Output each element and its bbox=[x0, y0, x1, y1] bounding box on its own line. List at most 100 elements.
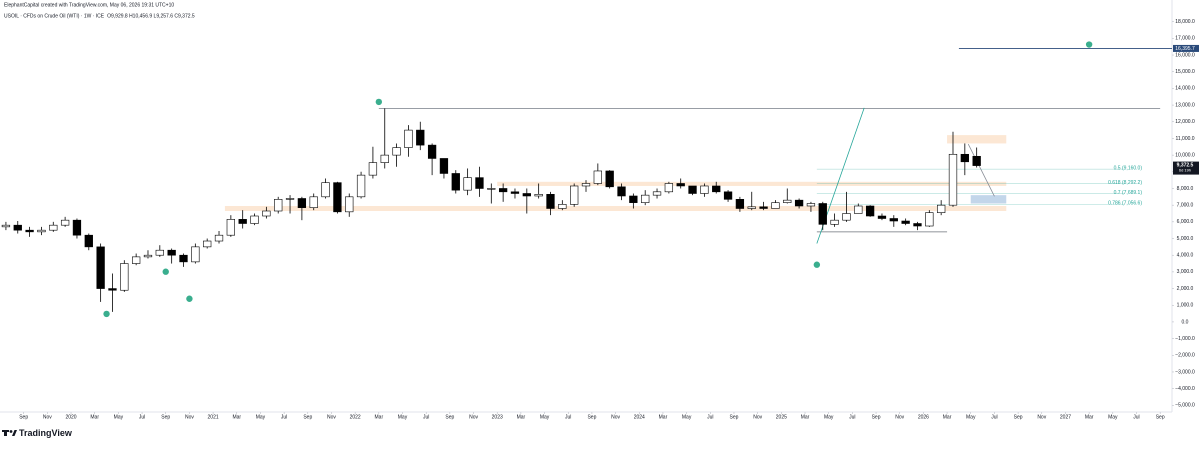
x-tick-label: Sep bbox=[1156, 414, 1165, 420]
y-tick-label: 12,000.0 bbox=[1175, 119, 1195, 125]
x-tick-label: May bbox=[1108, 414, 1118, 420]
x-tick-label: Jul bbox=[849, 414, 855, 420]
y-tick-label: 3,000.0 bbox=[1177, 269, 1194, 275]
y-tick-label: −1,000.0 bbox=[1175, 336, 1195, 342]
candle-body bbox=[37, 229, 46, 233]
candle-body bbox=[937, 204, 946, 213]
y-tick-label: 16,000.0 bbox=[1175, 52, 1195, 58]
y-tick-label: 7,000.0 bbox=[1177, 202, 1194, 208]
candle-body bbox=[25, 229, 34, 233]
candle-body bbox=[167, 249, 176, 256]
candle-body bbox=[226, 219, 236, 236]
marker-dot bbox=[162, 268, 169, 275]
candle-body bbox=[664, 183, 674, 193]
candle-body bbox=[345, 196, 354, 213]
y-tick-label: 4,000.0 bbox=[1177, 253, 1194, 259]
countdown: 6d 19h bbox=[1179, 168, 1191, 173]
x-tick-label: Mar bbox=[943, 414, 952, 420]
candle-body bbox=[676, 183, 685, 187]
fib-label: 0.786 (7,056.6) bbox=[1108, 201, 1142, 207]
y-tick-label: 14,000.0 bbox=[1175, 86, 1195, 92]
x-tick-label: Jul bbox=[281, 414, 287, 420]
level-label: 16,395.7 bbox=[1175, 46, 1195, 52]
candle-body bbox=[143, 254, 153, 258]
candle-body bbox=[735, 199, 745, 209]
x-tick-label: May bbox=[398, 414, 408, 420]
candle-body bbox=[712, 185, 721, 193]
candle-body bbox=[475, 177, 484, 189]
x-tick-label: May bbox=[114, 414, 124, 420]
candle-body bbox=[830, 219, 839, 225]
x-tick-label: Nov bbox=[43, 414, 52, 420]
y-tick-label: 18,000.0 bbox=[1175, 19, 1195, 25]
candle-body bbox=[356, 174, 366, 198]
x-tick-label: Mar bbox=[375, 414, 384, 420]
candle-body bbox=[510, 191, 520, 194]
candle-body bbox=[487, 188, 496, 190]
y-tick-label: 10,000.0 bbox=[1175, 152, 1195, 158]
candle-body bbox=[901, 220, 910, 224]
x-tick-label: Sep bbox=[161, 414, 170, 420]
candle-body bbox=[285, 198, 295, 200]
x-tick-label: Jul bbox=[707, 414, 713, 420]
candle-body bbox=[747, 206, 756, 209]
y-tick-label: 2,000.0 bbox=[1177, 286, 1194, 292]
x-tick-label: Jul bbox=[139, 414, 145, 420]
candle-body bbox=[155, 249, 164, 256]
x-tick-label: Nov bbox=[327, 414, 336, 420]
x-tick-label: Mar bbox=[517, 414, 526, 420]
x-tick-label: Jul bbox=[423, 414, 429, 420]
candle-body bbox=[191, 246, 200, 263]
zone bbox=[947, 135, 1007, 144]
x-tick-label: May bbox=[540, 414, 550, 420]
x-tick-label: Jul bbox=[565, 414, 571, 420]
candle-body bbox=[297, 198, 307, 208]
y-tick-label: 13,000.0 bbox=[1175, 102, 1195, 108]
fib-label: 0.5 (9,160.0) bbox=[1114, 165, 1143, 171]
x-tick-label: 2021 bbox=[208, 414, 219, 420]
candle-body bbox=[842, 213, 851, 221]
candle-body bbox=[913, 223, 922, 227]
y-tick-label: 5,000.0 bbox=[1177, 236, 1194, 242]
x-tick-label: 2025 bbox=[776, 414, 787, 420]
candle-body bbox=[131, 256, 141, 264]
x-tick-label: 2027 bbox=[1060, 414, 1071, 420]
fib-label: 0.618 (8,292.2) bbox=[1108, 180, 1142, 186]
marker-dot bbox=[186, 295, 193, 302]
candle-body bbox=[960, 153, 969, 163]
x-tick-label: May bbox=[966, 414, 976, 420]
x-tick-label: Nov bbox=[185, 414, 194, 420]
candle-body bbox=[392, 147, 401, 156]
last-price-box bbox=[1173, 161, 1199, 175]
x-tick-label: Jul bbox=[1133, 414, 1139, 420]
candle-body bbox=[771, 202, 780, 209]
candle-body bbox=[605, 170, 614, 188]
y-tick-label: 11,000.0 bbox=[1175, 136, 1194, 142]
candle-body bbox=[380, 154, 389, 163]
candle-body bbox=[877, 215, 887, 219]
candle-body bbox=[629, 195, 638, 203]
candle-body bbox=[416, 129, 425, 146]
candle-body bbox=[214, 234, 224, 242]
level-label-box bbox=[1173, 44, 1199, 52]
marker-dot bbox=[813, 261, 821, 268]
candle-body bbox=[60, 219, 70, 226]
candle-body bbox=[925, 212, 934, 227]
zone bbox=[497, 181, 1007, 186]
candle-body bbox=[451, 173, 460, 191]
candle-body bbox=[806, 203, 816, 207]
candle-body bbox=[179, 254, 188, 263]
y-tick-label: 15,000.0 bbox=[1175, 69, 1195, 75]
x-tick-label: Nov bbox=[895, 414, 904, 420]
symbol-title: USOIL · CFDs on Crude Oil (WTI) · 1W · I… bbox=[4, 13, 105, 19]
x-tick-label: May bbox=[682, 414, 692, 420]
candle-body bbox=[120, 263, 129, 291]
x-tick-label: Nov bbox=[753, 414, 762, 420]
x-tick-label: 2022 bbox=[350, 414, 361, 420]
y-tick-label: 8,000.0 bbox=[1177, 186, 1194, 192]
candle-body bbox=[203, 240, 212, 248]
candle-body bbox=[250, 215, 259, 224]
x-tick-label: Sep bbox=[587, 414, 596, 420]
x-tick-label: Mar bbox=[801, 414, 810, 420]
